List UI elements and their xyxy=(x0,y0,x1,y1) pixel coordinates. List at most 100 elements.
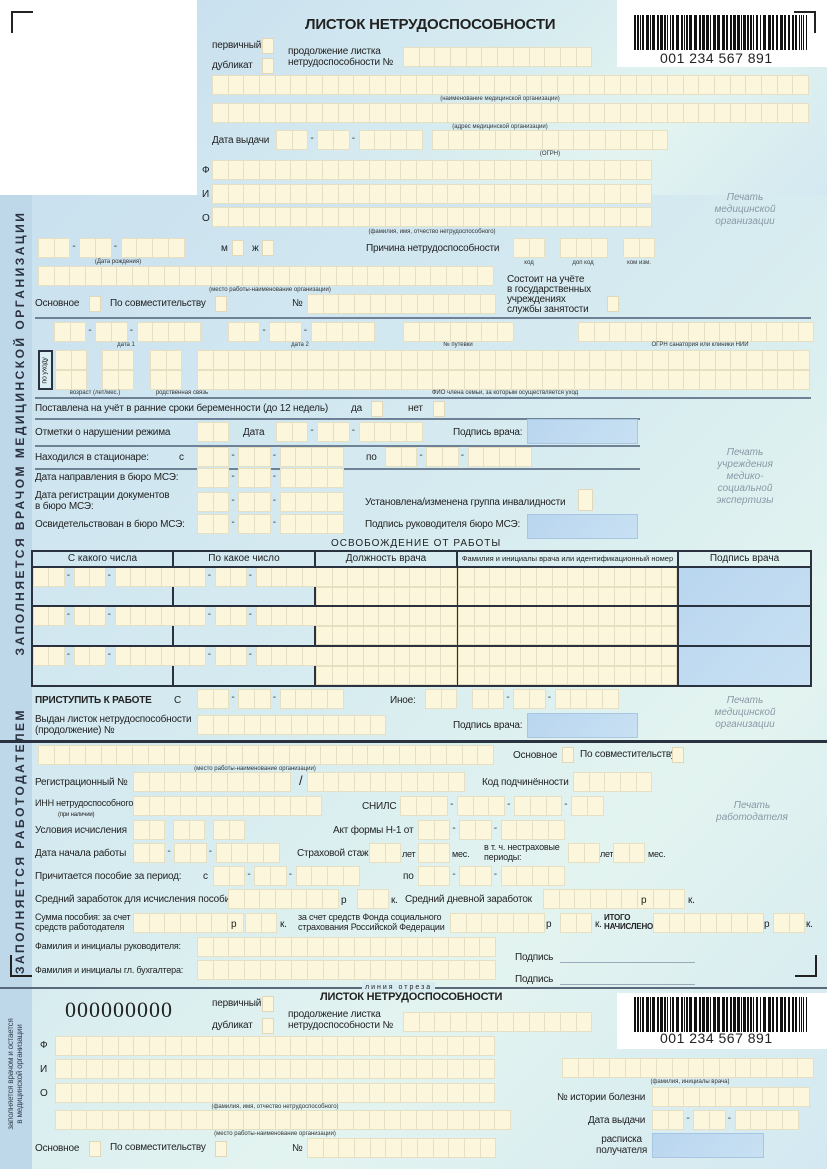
cell[interactable] xyxy=(87,1059,104,1079)
reg-number-field-2[interactable] xyxy=(307,772,465,792)
cell[interactable] xyxy=(394,586,410,606)
cell[interactable] xyxy=(244,103,261,123)
cell[interactable] xyxy=(630,665,647,685)
cell[interactable] xyxy=(118,1083,135,1103)
cell[interactable] xyxy=(276,889,292,909)
cell[interactable] xyxy=(352,266,369,286)
cell[interactable] xyxy=(793,103,810,123)
cell[interactable] xyxy=(495,207,512,227)
cell[interactable] xyxy=(480,350,497,370)
hospital-from-field[interactable] xyxy=(197,447,344,467)
cell[interactable] xyxy=(459,646,475,666)
cell[interactable] xyxy=(401,447,418,467)
cell[interactable] xyxy=(239,514,256,534)
cell[interactable] xyxy=(646,625,662,645)
cell[interactable] xyxy=(542,207,559,227)
cell[interactable] xyxy=(419,1012,436,1032)
cell[interactable] xyxy=(373,889,390,909)
cell[interactable] xyxy=(327,514,344,534)
cell[interactable] xyxy=(130,567,147,587)
cell[interactable] xyxy=(416,75,433,95)
cell[interactable] xyxy=(732,913,749,933)
cell[interactable] xyxy=(228,184,245,204)
cell[interactable] xyxy=(56,1036,72,1056)
cell[interactable] xyxy=(410,606,426,626)
cell[interactable] xyxy=(416,207,433,227)
cell[interactable] xyxy=(505,646,522,666)
cell[interactable] xyxy=(292,350,308,370)
cell[interactable] xyxy=(402,772,418,792)
cell[interactable] xyxy=(495,130,512,150)
cell[interactable] xyxy=(735,1110,752,1130)
disability-checkbox[interactable] xyxy=(578,489,593,511)
cell[interactable] xyxy=(416,160,433,180)
cell[interactable] xyxy=(404,322,420,342)
violation-date-field[interactable] xyxy=(276,422,423,442)
cell[interactable] xyxy=(448,1083,464,1103)
cell[interactable] xyxy=(259,1036,276,1056)
cell[interactable] xyxy=(213,960,230,980)
cell[interactable] xyxy=(260,937,277,957)
cell[interactable] xyxy=(751,322,768,342)
cell[interactable] xyxy=(599,606,615,626)
cell[interactable] xyxy=(115,646,131,666)
cell[interactable] xyxy=(425,586,441,606)
cell[interactable] xyxy=(514,238,530,258)
cell[interactable] xyxy=(322,160,339,180)
cell[interactable] xyxy=(343,322,359,342)
cell[interactable] xyxy=(318,130,335,150)
cell[interactable] xyxy=(212,796,229,816)
cell[interactable] xyxy=(448,1036,464,1056)
cell[interactable] xyxy=(323,960,340,980)
cell[interactable] xyxy=(417,370,434,390)
other-date-field[interactable] xyxy=(472,689,619,709)
cell[interactable] xyxy=(731,350,748,370)
cell[interactable] xyxy=(646,567,662,587)
cell[interactable] xyxy=(307,960,324,980)
cell[interactable] xyxy=(521,646,537,666)
cell[interactable] xyxy=(578,1058,595,1078)
issued-continuation-field[interactable] xyxy=(197,715,387,735)
cell[interactable] xyxy=(474,606,491,626)
cell[interactable] xyxy=(363,625,379,645)
cell[interactable] xyxy=(354,160,370,180)
accountant-signature-line[interactable] xyxy=(560,984,695,985)
benefit-to-field[interactable] xyxy=(418,866,565,886)
cell[interactable] xyxy=(536,586,553,606)
cell[interactable] xyxy=(312,447,328,467)
cell[interactable] xyxy=(661,646,678,666)
cell[interactable] xyxy=(552,606,569,626)
cell[interactable] xyxy=(291,1059,307,1079)
cell[interactable] xyxy=(688,1058,705,1078)
head-signature-line[interactable] xyxy=(560,962,695,963)
cell[interactable] xyxy=(280,514,297,534)
cell[interactable] xyxy=(667,103,684,123)
cell[interactable] xyxy=(511,350,528,370)
cell[interactable] xyxy=(56,1110,72,1130)
cell[interactable] xyxy=(181,913,197,933)
cell[interactable] xyxy=(762,103,778,123)
cell[interactable] xyxy=(419,866,435,886)
cell[interactable] xyxy=(568,567,584,587)
cell[interactable] xyxy=(446,266,463,286)
cell[interactable] xyxy=(479,75,496,95)
cell[interactable] xyxy=(401,1059,417,1079)
cell[interactable] xyxy=(275,772,291,792)
cell[interactable] xyxy=(334,422,350,442)
doctor-signature-box-2[interactable] xyxy=(527,713,638,738)
cell[interactable] xyxy=(49,646,65,666)
cell[interactable] xyxy=(134,1110,151,1130)
cell[interactable] xyxy=(354,1059,370,1079)
cell[interactable] xyxy=(308,1138,324,1158)
cell[interactable] xyxy=(259,1110,276,1130)
cell[interactable] xyxy=(605,772,622,792)
cell[interactable] xyxy=(793,75,810,95)
cell[interactable] xyxy=(369,1083,386,1103)
cell[interactable] xyxy=(490,586,506,606)
cell[interactable] xyxy=(652,103,668,123)
med-org-name-field[interactable] xyxy=(212,75,810,95)
act-n1-date-field[interactable] xyxy=(418,820,565,840)
cell[interactable] xyxy=(121,238,138,258)
cell[interactable] xyxy=(385,184,402,204)
cell[interactable] xyxy=(536,567,553,587)
